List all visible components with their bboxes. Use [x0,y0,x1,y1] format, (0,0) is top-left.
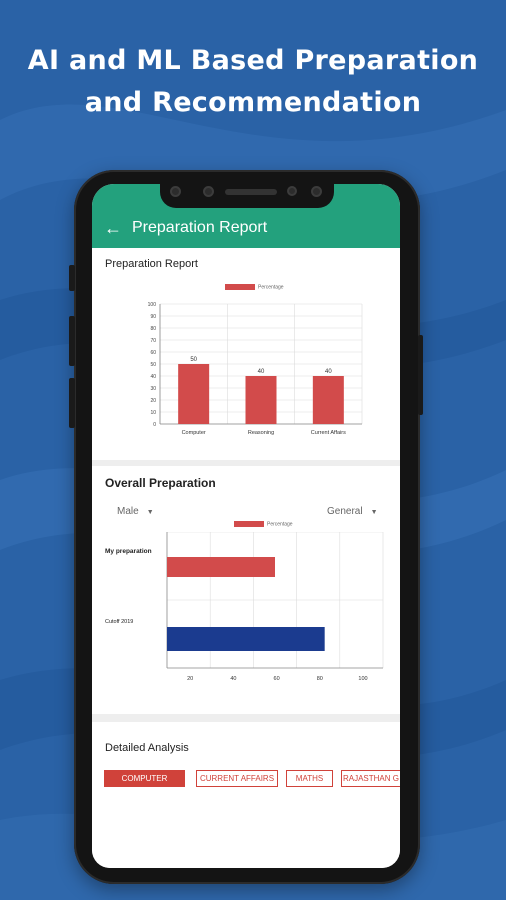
gender-select[interactable]: Male ▼ [117,506,154,517]
preparation-report-card: Preparation Report Percentage 0 10 20 30 40 5… [92,248,400,460]
gender-select-value: Male [117,506,139,517]
caret-down-icon: ▼ [370,509,378,516]
report-chart-legend: Percentage [225,284,284,290]
category-select-value: General [327,506,363,517]
bar [167,627,325,651]
chip-computer[interactable]: COMPUTER [104,770,185,787]
legend-label: Percentage [258,284,284,291]
phone-side-button [418,335,423,415]
bar-data-label: 50 [190,357,197,363]
detailed-analysis-card: Detailed Analysis [92,722,400,868]
bar-data-label: 40 [258,369,265,375]
y-tick-label: 60 [150,350,156,356]
overall-card-title: Overall Preparation [105,476,216,490]
x-tick-label: 20 [187,676,193,682]
x-category-label: Current Affairs [311,430,346,436]
y-tick-label: 100 [148,302,157,308]
bar [245,376,277,424]
y-tick-label: 70 [150,338,156,344]
x-category-label: Computer [182,430,206,436]
front-sensor [287,186,297,196]
caret-down-icon: ▼ [146,509,154,516]
report-bar-chart: 0 10 20 30 40 50 60 70 80 90 100 50 Computer 40 Reason… [148,302,363,436]
bar-data-label: 40 [325,369,332,375]
arrow-left-icon[interactable]: ← [104,218,122,238]
front-camera [170,186,181,197]
earpiece-speaker [225,189,277,195]
y-tick-label: 30 [150,386,156,392]
overall-hbar-chart: 20 40 60 80 100 My preparation Cutoff 2019 [105,532,384,682]
bar [167,557,275,577]
y-tick-label: 50 [150,362,156,368]
y-tick-label: 40 [150,374,156,380]
phone-side-button [69,378,75,428]
legend-label: Percentage [267,521,293,528]
y-category-label: My preparation [105,548,152,555]
front-sensor [203,186,214,197]
legend-swatch [225,284,255,290]
x-tick-label: 40 [230,676,236,682]
phone-side-button [69,265,75,291]
y-tick-label: 0 [153,422,156,428]
overall-chart-legend: Percentage [234,521,293,527]
bar [178,364,210,424]
detailed-card-title: Detailed Analysis [105,742,189,754]
x-category-label: Reasoning [248,430,274,436]
y-tick-label: 20 [150,398,156,404]
y-category-label: Cutoff 2019 [105,619,133,625]
y-tick-label: 80 [150,326,156,332]
app-screen: ← Preparation Report Preparation Report … [92,184,400,868]
front-sensor [311,186,322,197]
headline-line-2: and Recommendation [84,87,422,118]
y-tick-label: 10 [150,410,156,416]
overall-preparation-card: Overall Preparation Male ▼ General ▼ Perce… [92,466,400,714]
x-tick-label: 100 [358,676,367,682]
headline: AI and ML Based Preparation and Recommen… [0,40,506,124]
category-select[interactable]: General ▼ [327,506,378,517]
chip-rajasthan[interactable]: RAJASTHAN G [341,770,400,787]
x-tick-label: 60 [274,676,280,682]
legend-swatch [234,521,264,527]
y-tick-label: 90 [150,314,156,320]
headline-line-1: AI and ML Based Preparation [27,45,479,76]
report-card-title: Preparation Report [105,258,198,270]
x-tick-label: 80 [317,676,323,682]
app-bar-title: Preparation Report [132,219,268,236]
phone-side-button [69,316,75,366]
chip-current-affairs[interactable]: CURRENT AFFAIRS [196,770,278,787]
chip-maths[interactable]: MATHS [286,770,333,787]
bar [312,376,344,424]
